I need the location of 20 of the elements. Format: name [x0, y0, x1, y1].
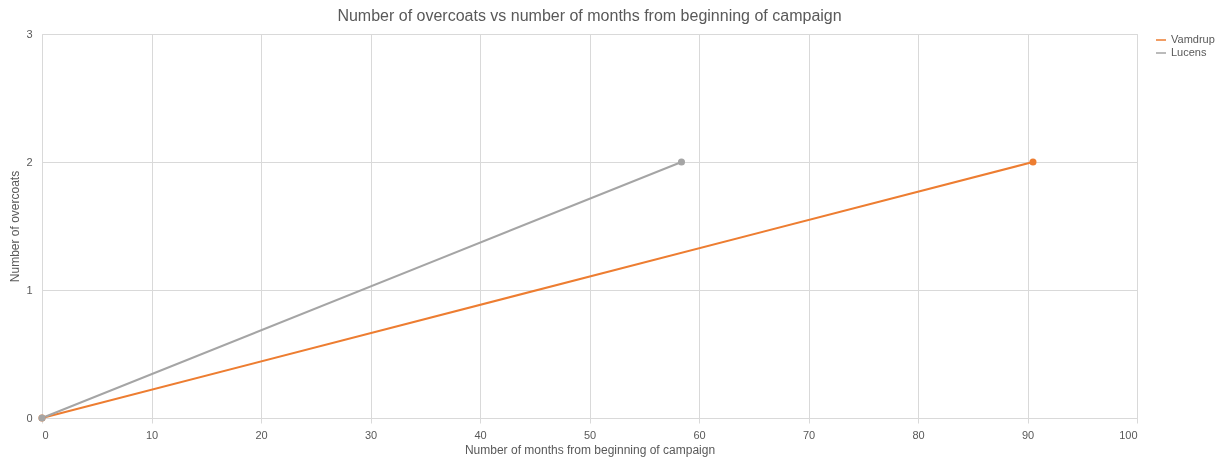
x-tick-label: 20	[255, 428, 268, 441]
y-tick-label: 0	[26, 411, 33, 424]
x-tick-label: 40	[474, 428, 487, 441]
x-tick-label: 60	[693, 428, 706, 441]
x-axis-title: Number of months from beginning of campaign	[464, 442, 716, 457]
x-tick-label: 80	[912, 428, 925, 441]
y-axis-title: Number of overcoats	[8, 170, 23, 283]
x-tick-label: 10	[145, 428, 159, 441]
x-tick-label: 100	[1119, 428, 1138, 441]
x-tick-label: 50	[583, 428, 597, 441]
chart-title: Number of overcoats vs number of months from beginning of campaign	[337, 7, 842, 24]
x-tick-label: 0	[42, 428, 49, 441]
y-tick-label: 3	[26, 27, 33, 40]
x-tick-label: 90	[1021, 428, 1035, 441]
legend-label: Vamdrup	[1171, 33, 1215, 45]
x-tick-label: 70	[802, 428, 816, 441]
legend-label: Lucens	[1171, 46, 1207, 58]
y-tick-label: 2	[26, 155, 33, 168]
x-tick-label: 30	[364, 428, 378, 441]
y-tick-label: 1	[26, 283, 33, 296]
